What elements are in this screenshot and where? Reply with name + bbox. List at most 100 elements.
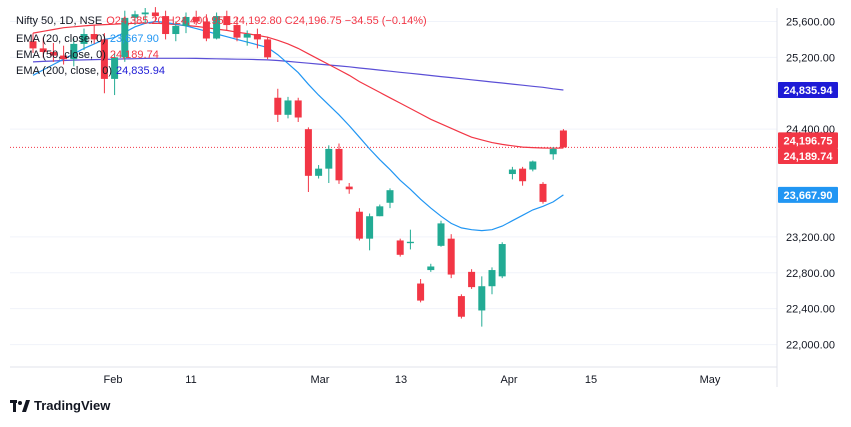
candle[interactable] — [539, 182, 547, 204]
candle[interactable] — [111, 52, 119, 96]
candle[interactable] — [345, 183, 353, 194]
candle-body — [315, 168, 323, 176]
candle[interactable] — [223, 10, 231, 31]
candle[interactable] — [192, 10, 200, 26]
y-tick-label: 23,200.00 — [786, 232, 835, 244]
candle-body — [457, 296, 465, 317]
price-label-bg — [778, 148, 838, 165]
legend-symbol-row: Nifty 50, 1D, NSE O24,385.20 H24,400.95 L… — [16, 14, 431, 28]
candle-body — [396, 240, 404, 255]
candle[interactable] — [549, 147, 557, 160]
candle[interactable] — [437, 220, 445, 247]
candle-body — [539, 183, 547, 202]
candle[interactable] — [468, 269, 476, 289]
candle-body — [304, 129, 312, 176]
candle-body — [80, 34, 88, 44]
candle[interactable] — [60, 45, 68, 65]
axes: 25,600.0025,200.0024,400.0023,200.0022,8… — [10, 8, 835, 387]
candle[interactable] — [488, 267, 496, 295]
candle[interactable] — [284, 96, 292, 119]
candle[interactable] — [90, 25, 98, 44]
candle[interactable] — [396, 238, 404, 257]
candle[interactable] — [376, 204, 384, 217]
legend-ema50[interactable]: EMA (50, close, 0) 24,189.74 — [16, 48, 163, 62]
candle[interactable] — [100, 33, 108, 94]
legend-ohlc: O24,385.20 H24,400.95 L24,192.80 C24,196… — [106, 15, 427, 27]
candle[interactable] — [427, 263, 435, 272]
candle-body — [325, 148, 333, 169]
candle[interactable] — [151, 7, 159, 22]
candle[interactable] — [406, 229, 414, 250]
candle[interactable] — [131, 10, 139, 26]
candle[interactable] — [233, 16, 241, 42]
candle-body — [172, 25, 180, 35]
x-tick-label: May — [700, 374, 721, 386]
candle-body — [508, 169, 516, 175]
candle[interactable] — [39, 37, 47, 58]
candle[interactable] — [29, 33, 37, 53]
candle-body — [294, 100, 302, 118]
candle-body — [274, 97, 282, 115]
candle-body — [162, 16, 170, 35]
candle[interactable] — [529, 160, 537, 172]
y-tick-label: 22,400.00 — [786, 304, 835, 316]
candle[interactable] — [325, 145, 333, 184]
candle-body — [478, 286, 486, 311]
candle[interactable] — [386, 188, 394, 209]
candle-body — [111, 57, 119, 79]
legend-ema20-label: EMA (20, close, 0) — [16, 33, 106, 45]
candle[interactable] — [417, 279, 425, 303]
candle[interactable] — [498, 242, 506, 279]
y-tick-label: 25,200.00 — [786, 52, 835, 64]
candle-body — [355, 211, 363, 239]
candle[interactable] — [172, 21, 180, 42]
candle[interactable] — [508, 166, 516, 180]
candle[interactable] — [304, 127, 312, 192]
candle[interactable] — [141, 8, 149, 24]
candle[interactable] — [294, 97, 302, 122]
candle-body — [49, 51, 57, 56]
candle[interactable] — [80, 28, 88, 51]
candle[interactable] — [182, 12, 190, 34]
candle[interactable] — [70, 38, 78, 67]
price-label-ema200: 24,835.94 — [778, 82, 838, 99]
candle[interactable] — [315, 165, 323, 179]
candle[interactable] — [478, 276, 486, 327]
legend-ema50-label: EMA (50, close, 0) — [16, 49, 106, 61]
legend-ema20[interactable]: EMA (20, close, 0) 23,667.90 — [16, 32, 163, 46]
tradingview-logo[interactable]: TradingView — [10, 398, 110, 413]
candle[interactable] — [447, 234, 455, 279]
candle-body — [284, 100, 292, 115]
candle[interactable] — [274, 88, 282, 122]
candle[interactable] — [202, 14, 210, 42]
candle[interactable] — [366, 213, 374, 251]
legend-ema200[interactable]: EMA (200, close, 0) 24,835.94 — [16, 64, 169, 78]
candle-body — [100, 39, 108, 79]
y-tick-label: 22,000.00 — [786, 340, 835, 352]
candle[interactable] — [355, 208, 363, 241]
candle-body — [39, 48, 47, 52]
x-tick-label: 13 — [395, 374, 407, 386]
candle-body — [202, 21, 210, 39]
candle[interactable] — [121, 10, 129, 62]
tradingview-logo-icon — [10, 399, 30, 412]
candle-body — [90, 34, 98, 40]
candle[interactable] — [457, 294, 465, 319]
candle-body — [468, 271, 476, 288]
x-tick-label: Apr — [500, 374, 517, 386]
candle[interactable] — [264, 36, 272, 60]
candle[interactable] — [253, 28, 261, 49]
candle[interactable] — [213, 12, 221, 40]
candle[interactable] — [335, 143, 343, 184]
candle[interactable] — [243, 30, 251, 46]
candle[interactable] — [519, 166, 527, 186]
legend-symbol[interactable]: Nifty 50, 1D, NSE — [16, 15, 103, 27]
price-label-text: 24,196.75 — [784, 135, 833, 147]
candle[interactable] — [49, 43, 57, 62]
candles[interactable] — [29, 7, 567, 327]
candle[interactable] — [559, 129, 567, 148]
candle[interactable] — [162, 10, 170, 40]
candle-body — [376, 206, 384, 217]
